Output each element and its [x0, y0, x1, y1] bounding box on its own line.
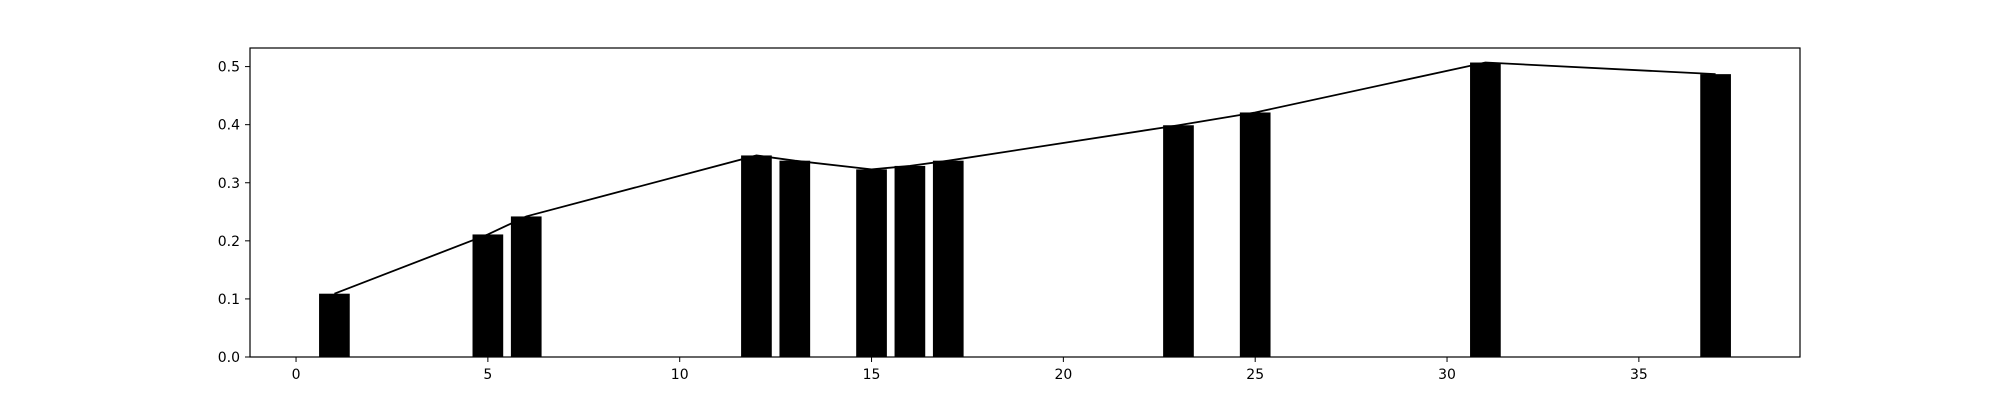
- x-tick-label: 5: [483, 367, 492, 383]
- line-layer: [334, 61, 1716, 295]
- x-tick-label: 35: [1630, 367, 1648, 383]
- y-tick-label: 0.2: [218, 234, 240, 250]
- bar: [1239, 112, 1271, 357]
- x-tick-label: 15: [863, 367, 881, 383]
- y-tick-label: 0.1: [218, 292, 240, 308]
- x-tick-label: 25: [1246, 367, 1264, 383]
- y-tick-label: 0.3: [218, 176, 240, 192]
- y-tick-label: 0.4: [218, 118, 240, 134]
- bar: [1163, 125, 1194, 357]
- bar: [894, 165, 926, 357]
- bar: [510, 216, 542, 357]
- bar: [741, 155, 772, 357]
- plot-frame: [249, 47, 1801, 358]
- bars-layer: [319, 62, 1731, 358]
- x-tick-label: 30: [1438, 367, 1456, 383]
- bar: [472, 234, 504, 357]
- y-axis: 0.0 0.1 0.2 0.3 0.4 0.5: [218, 60, 250, 366]
- y-tick-label: 0.5: [218, 60, 240, 76]
- bar: [1700, 74, 1731, 357]
- bar: [779, 160, 811, 357]
- bar: [932, 160, 964, 357]
- y-tick-label: 0.0: [218, 350, 240, 366]
- bar: [319, 293, 350, 357]
- x-tick-label: 10: [671, 367, 689, 383]
- x-tick-label: 20: [1054, 367, 1072, 383]
- bar: [856, 169, 887, 357]
- series-line: [334, 61, 1716, 295]
- bar: [1470, 62, 1501, 358]
- x-axis: 0 5 10 15 20 25 30 35: [292, 357, 1648, 383]
- x-tick-label: 0: [292, 367, 301, 383]
